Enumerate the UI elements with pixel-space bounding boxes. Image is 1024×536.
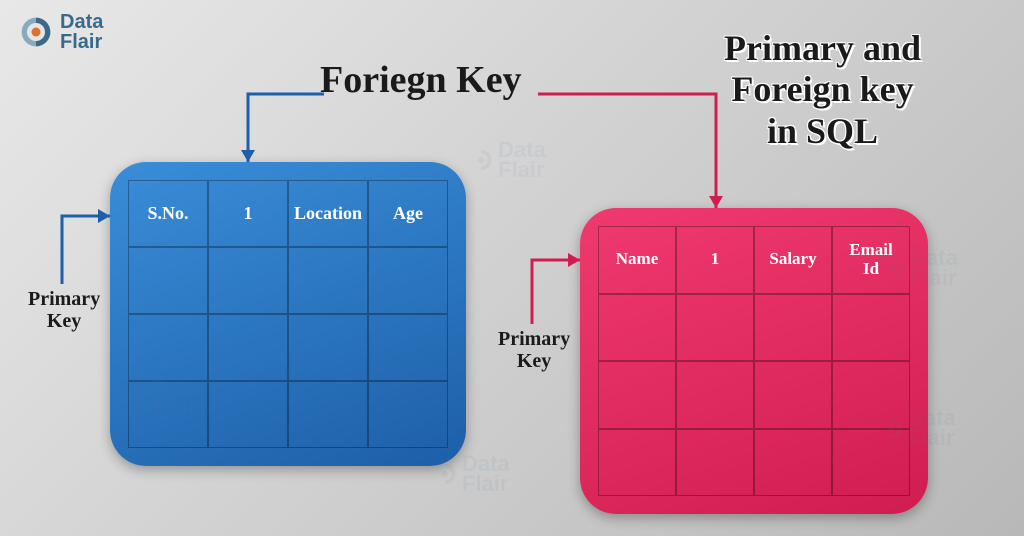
- page-title: Primary andForeign keyin SQL: [724, 28, 921, 152]
- table-cell: 1: [208, 180, 288, 247]
- table-cell: Location: [288, 180, 368, 247]
- primary-key-label-left: PrimaryKey: [28, 288, 100, 332]
- watermark: DataFlair: [120, 378, 198, 418]
- table-cell: Name: [598, 226, 676, 294]
- table-cell: [754, 429, 832, 497]
- watermark: DataFlair: [880, 248, 958, 288]
- table-cell: [288, 247, 368, 314]
- table-right: Name1SalaryEmailId: [580, 208, 928, 514]
- logo: Data Flair: [18, 12, 103, 52]
- watermark: DataFlair: [468, 140, 546, 180]
- table-cell: [208, 381, 288, 448]
- table-cell: [288, 314, 368, 381]
- primary-key-label-right: PrimaryKey: [498, 328, 570, 372]
- table-cell: [368, 247, 448, 314]
- logo-text-bottom: Flair: [60, 32, 103, 52]
- watermark: DataFlair: [878, 408, 956, 448]
- table-cell: [598, 294, 676, 362]
- table-cell: [598, 361, 676, 429]
- table-cell: [754, 361, 832, 429]
- table-cell: [208, 314, 288, 381]
- foreign-key-label: Foriegn Key: [320, 58, 522, 102]
- table-cell: S.No.: [128, 180, 208, 247]
- table-cell: [368, 314, 448, 381]
- logo-text-top: Data: [60, 12, 103, 32]
- watermark: DataFlair: [432, 454, 510, 494]
- table-cell: [598, 429, 676, 497]
- logo-icon: [18, 14, 54, 50]
- logo-text: Data Flair: [60, 12, 103, 52]
- table-cell: Salary: [754, 226, 832, 294]
- table-cell: [288, 381, 368, 448]
- table-left: S.No.1LocationAge: [110, 162, 466, 466]
- table-right-grid: Name1SalaryEmailId: [598, 226, 910, 496]
- table-cell: [676, 294, 754, 362]
- table-cell: [676, 429, 754, 497]
- table-cell: 1: [676, 226, 754, 294]
- table-cell: [128, 247, 208, 314]
- table-cell: [676, 361, 754, 429]
- table-cell: [208, 247, 288, 314]
- table-cell: [368, 381, 448, 448]
- table-cell: [832, 294, 910, 362]
- table-cell: [754, 294, 832, 362]
- table-cell: Age: [368, 180, 448, 247]
- table-cell: [128, 314, 208, 381]
